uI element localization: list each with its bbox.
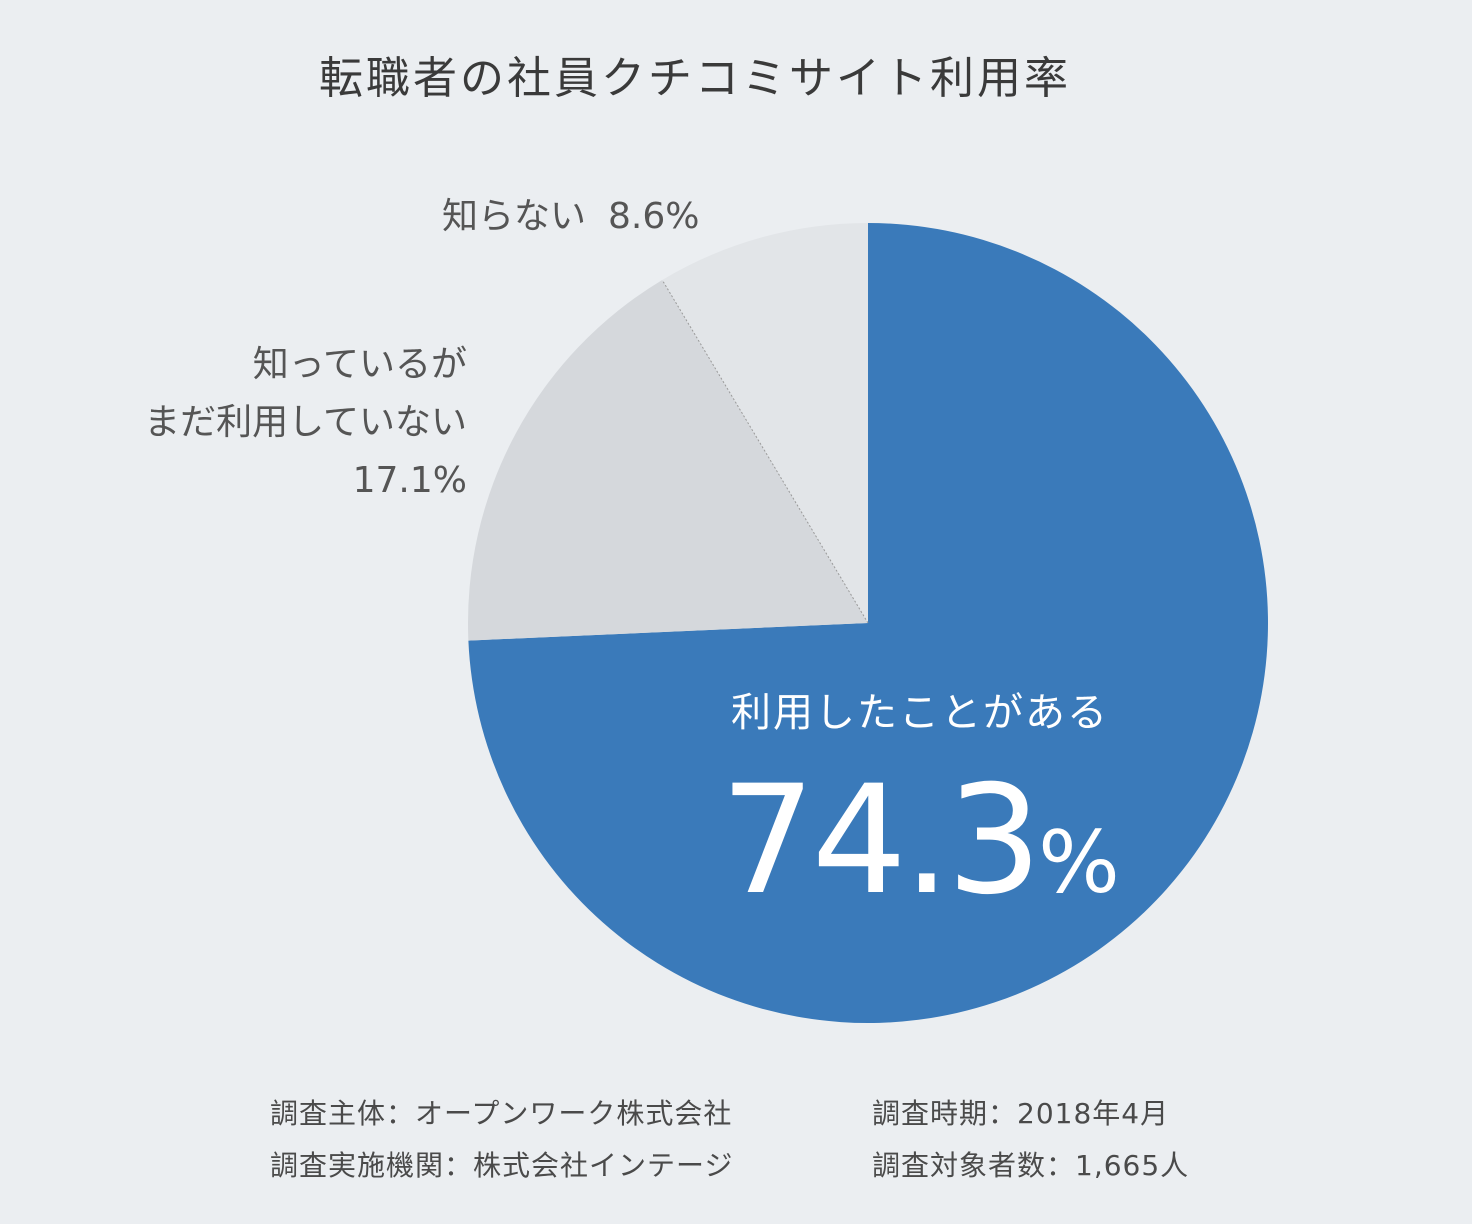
footer-agency: 調査実施機関：株式会社インテージ — [270, 1149, 734, 1182]
slice-value-unknown: 8.6% — [608, 196, 700, 237]
slice-value-known: 17.1% — [352, 460, 467, 501]
slice-label-used: 利用したことがある 74.3% — [650, 680, 1190, 948]
slice-category-known-line2: まだ利用していない — [144, 402, 467, 443]
slice-value-used-number: 74.3 — [720, 754, 1042, 928]
pie-slice-used — [468, 223, 1268, 1024]
slice-category-known-line1: 知っているが — [252, 344, 467, 385]
slice-value-used-unit: % — [1038, 813, 1120, 913]
footer-sponsor: 調査主体：オープンワーク株式会社 — [270, 1097, 733, 1130]
footer-respondents: 調査対象者数：1,665人 — [872, 1149, 1190, 1182]
chart-title: 転職者の社員クチコミサイト利用率 — [319, 53, 1071, 104]
survey-footer: 調査主体：オープンワーク株式会社 調査時期：2018年4月 調査実施機関：株式会社… — [270, 1088, 1189, 1192]
slice-label-unknown: 知らない 8.6% — [442, 188, 699, 246]
slice-value-used: 74.3% — [650, 756, 1190, 948]
slice-category-unknown: 知らない — [442, 196, 587, 237]
slice-label-known-not-used: 知っているが まだ利用していない 17.1% — [144, 336, 467, 510]
pie-slice-unknown — [662, 223, 868, 623]
pie-divider-line — [661, 279, 869, 624]
pie-slice-known-not-used — [468, 279, 868, 641]
footer-period: 調査時期：2018年4月 — [872, 1097, 1170, 1130]
slice-category-used: 利用したことがある — [731, 690, 1109, 736]
